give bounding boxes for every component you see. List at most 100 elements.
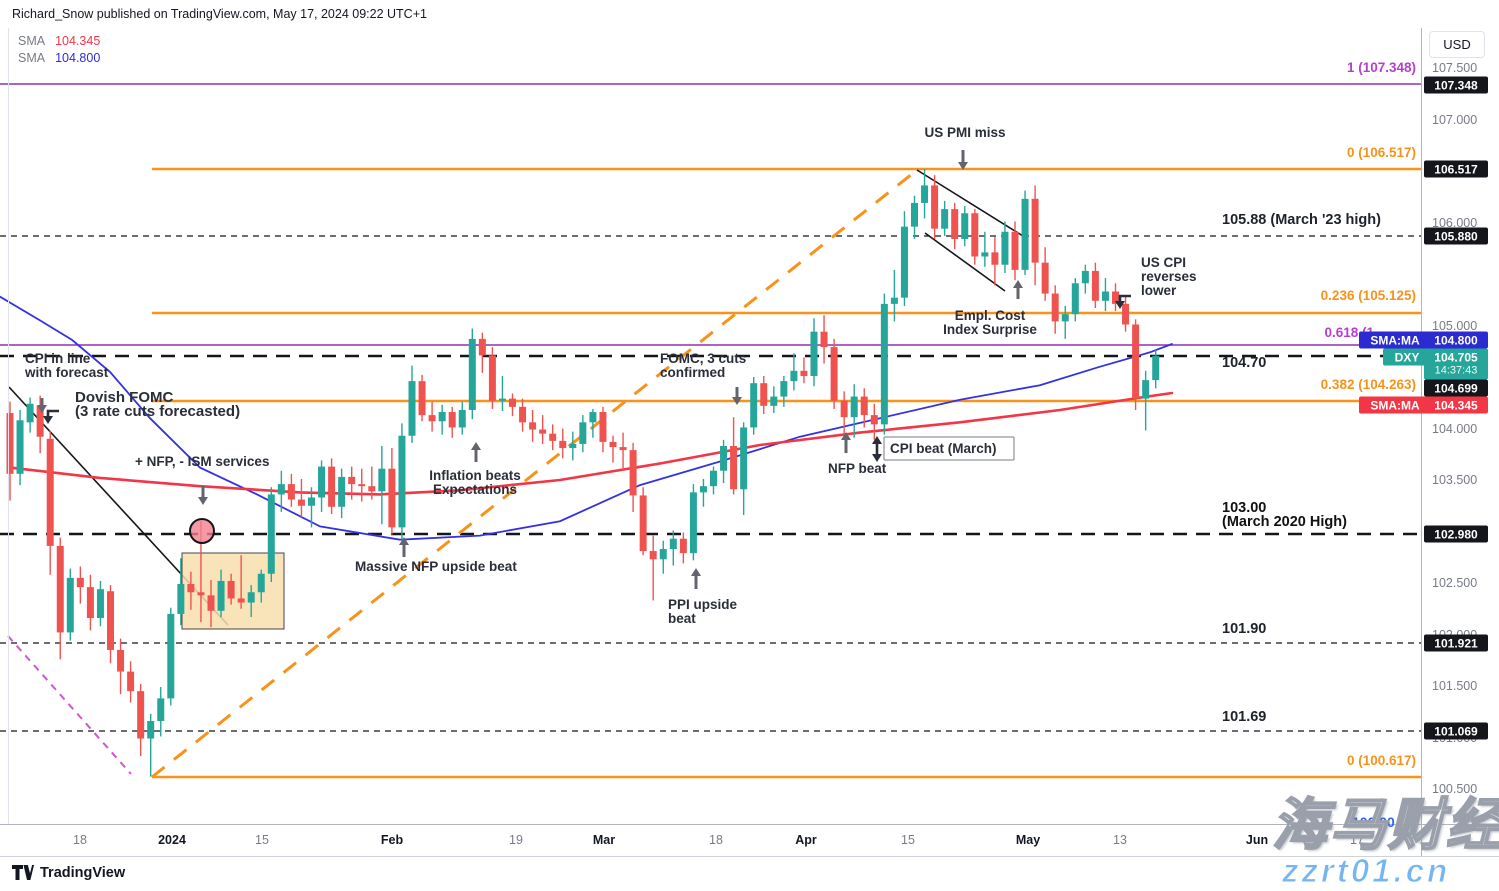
candle-body — [478, 338, 486, 356]
time-tick-Feb: Feb — [380, 833, 404, 847]
candle-body — [689, 492, 697, 554]
arrow-head — [43, 416, 53, 424]
candle-body — [1061, 314, 1069, 322]
indicator-legend[interactable]: SMA 104.345 SMA 104.800 — [18, 33, 100, 67]
hook-down-arrow-icon — [1118, 294, 1131, 303]
price-tick-107.000: 107.000 — [1432, 112, 1478, 127]
candle-body — [951, 209, 959, 239]
candle-body — [1152, 355, 1160, 381]
candle-body — [217, 580, 225, 611]
price-badge-107.348: 107.348 — [1424, 76, 1488, 94]
time-tick-17: 17 — [1350, 833, 1364, 847]
price-tick-101.500: 101.500 — [1432, 679, 1478, 693]
candle-body — [840, 400, 848, 418]
plot-left-border — [8, 28, 9, 824]
sma-100-line — [0, 295, 1173, 541]
candle-body — [629, 450, 637, 496]
candle-body — [790, 370, 798, 382]
price-scale-axis[interactable]: USD 107.500 107.000 106.000 105.000 104.000 1… — [1359, 0, 1499, 856]
candle-body — [589, 412, 597, 423]
candle-body — [157, 698, 165, 722]
price-badge-105.880: 105.880 — [1424, 227, 1488, 245]
candle-body — [177, 584, 185, 614]
watermark-url-text: zzrt01.cn — [1281, 852, 1451, 890]
candle-body — [1071, 283, 1079, 315]
candle-body — [1021, 198, 1029, 270]
candle-body — [870, 415, 878, 425]
candle-body — [890, 297, 898, 304]
time-axis-bottom-border — [0, 856, 1499, 857]
candle-body — [117, 649, 125, 672]
candlestick-chart-canvas[interactable]: US PMI miss US CPI reverses lower Empl. Cost… — [0, 0, 1499, 856]
candle-body — [609, 441, 617, 448]
candle-body — [468, 338, 476, 410]
price-badge-104.345: 104.345 — [1424, 396, 1488, 414]
time-scale-axis[interactable]: 18 2024 15 Feb 19 Mar 18 Apr 15 May 13 Jun 17 — [0, 824, 1421, 856]
sma-fast-value: 104.345 — [55, 34, 101, 48]
price-tick-100.500: 100.500 — [1432, 782, 1478, 796]
time-tick-15: 15 — [901, 833, 915, 847]
arrow-head — [471, 442, 481, 450]
candle-body — [1051, 293, 1059, 322]
candle-body — [659, 549, 667, 560]
tradingview-logo[interactable]: TradingView — [12, 863, 125, 882]
indicator-axis-tag-104.345: SMA:MA — [1359, 396, 1431, 414]
candle-body — [76, 577, 84, 588]
candle-body — [991, 252, 999, 265]
candle-body — [1091, 270, 1099, 301]
chart-annotation: US CPI reverses lower — [1141, 255, 1197, 298]
time-tick-19: 19 — [509, 833, 523, 847]
candle-body — [318, 466, 326, 498]
candle-body — [880, 303, 888, 425]
sma-fast-legend-row[interactable]: SMA 104.345 — [18, 33, 100, 50]
candle-body — [428, 415, 436, 422]
candle-body — [971, 213, 979, 257]
candle-body — [107, 591, 114, 650]
candle-body — [86, 587, 94, 619]
event-circle-marker — [189, 518, 215, 544]
price-tick-106.000: 106.000 — [1432, 215, 1478, 230]
candle-body — [56, 545, 64, 633]
candle-body — [36, 405, 44, 437]
candle-body — [931, 185, 939, 229]
candle-body — [539, 429, 547, 434]
candle-body — [911, 202, 918, 227]
candle-body — [921, 185, 929, 203]
arrow-head — [691, 568, 701, 576]
chart-annotation: 101.69 — [1222, 709, 1266, 725]
candle-body — [96, 589, 104, 619]
chart-annotation: 0.382 (104.263) — [1321, 377, 1416, 392]
candle-body — [1001, 231, 1009, 265]
candle-body — [398, 435, 406, 528]
currency-toggle-button[interactable]: USD — [1429, 31, 1485, 58]
time-tick-Jun: Jun — [1245, 833, 1269, 847]
candle-body — [1142, 380, 1150, 399]
candle-body — [247, 592, 255, 603]
time-axis-top-border — [0, 824, 1499, 825]
chart-annotation: Massive NFP upside beat — [355, 559, 517, 574]
price-tick-107.500: 107.500 — [1432, 61, 1478, 75]
candle-body — [438, 412, 446, 422]
candle-body — [1081, 270, 1089, 284]
sma-slow-value: 104.800 — [55, 51, 101, 65]
candle-body — [408, 381, 416, 436]
indicator-axis-tag-104.800: SMA:MA — [1359, 331, 1431, 349]
candle-body — [529, 422, 537, 430]
candle-body — [760, 383, 768, 406]
arrow-head — [872, 436, 882, 444]
chart-annotation: 104.70 — [1222, 355, 1266, 371]
candle-body — [850, 396, 858, 418]
candle-body — [679, 538, 687, 554]
candle-body — [800, 370, 808, 376]
candle-body — [338, 476, 346, 507]
price-axis-separator — [1421, 28, 1422, 856]
candle-body — [418, 381, 426, 416]
arrow-head — [1115, 301, 1125, 309]
chart-annotation: 101.90 — [1222, 621, 1266, 637]
candle-body — [16, 420, 24, 474]
candle-body — [388, 468, 396, 528]
chart-annotation: 0 (106.517) — [1347, 145, 1416, 160]
hook-down-arrow-icon — [46, 409, 59, 418]
sma-slow-legend-row[interactable]: SMA 104.800 — [18, 50, 100, 67]
